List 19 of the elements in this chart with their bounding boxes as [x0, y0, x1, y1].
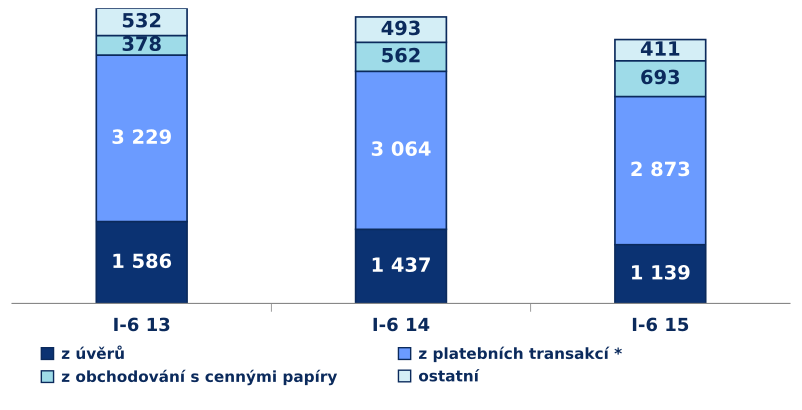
x-tick-label: I-6 14 [374, 318, 430, 332]
data-label: 1 586 [113, 253, 172, 268]
data-label: 1 139 [632, 264, 690, 280]
legend-label: z obchodování s cennými papíry [62, 370, 338, 386]
data-label: 1 437 [372, 257, 430, 272]
data-label: 411 [640, 41, 680, 56]
data-label: 532 [122, 12, 160, 28]
x-tick-label: I-6 13 [114, 318, 170, 332]
x-tick-label: I-6 15 [632, 318, 688, 332]
data-label: 3 064 [372, 141, 431, 156]
data-label: 693 [641, 70, 680, 84]
data-label: 378 [122, 36, 161, 52]
legend-label: z platebních transakcí * [418, 346, 622, 362]
data-label: 493 [382, 20, 420, 36]
legend-label: z úvěrů [62, 345, 124, 360]
data-label: 562 [382, 48, 420, 62]
legend-label: ostatní [418, 369, 480, 382]
data-label: 2 873 [631, 162, 690, 176]
data-label: 3 229 [112, 129, 171, 144]
